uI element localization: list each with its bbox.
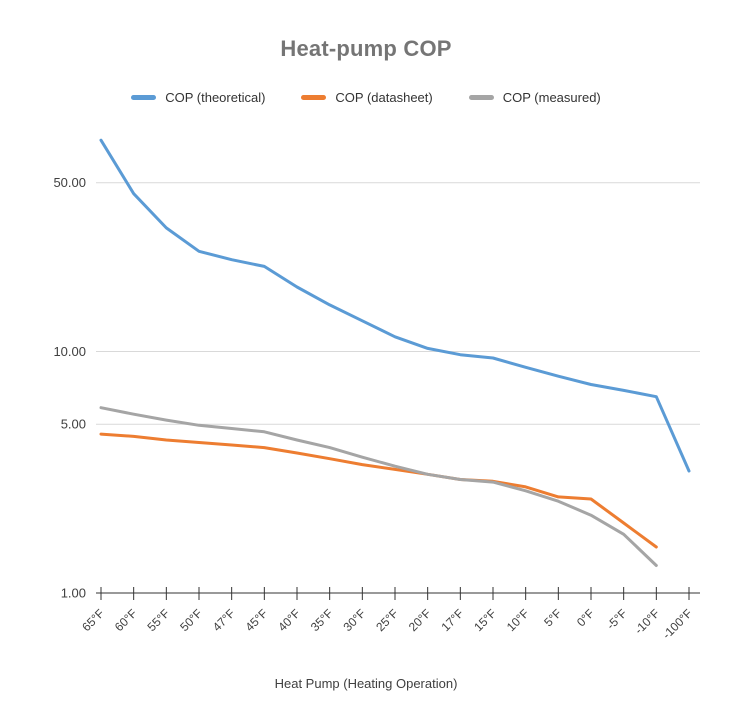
x-tick-label: 20°F (406, 606, 434, 634)
y-tick-label: 50.00 (53, 175, 86, 190)
x-tick-label: 17°F (439, 606, 467, 634)
legend-swatch (301, 95, 327, 100)
x-tick-label: 15°F (471, 606, 499, 634)
x-tick-label: 45°F (243, 606, 271, 634)
x-tick-label: 55°F (145, 606, 173, 634)
x-axis-title: Heat Pump (Heating Operation) (274, 676, 458, 691)
x-tick-label: 35°F (308, 606, 336, 634)
x-tick-label: 60°F (112, 606, 140, 634)
x-tick-label: 0°F (574, 606, 597, 629)
series-line (99, 432, 658, 549)
legend-swatch (131, 95, 157, 100)
y-tick-label: 5.00 (61, 417, 86, 432)
legend-label: COP (measured) (502, 90, 601, 105)
legend-item: COP (measured) (468, 90, 601, 105)
y-tick-label: 1.00 (61, 586, 86, 601)
legend-label: COP (theoretical) (165, 90, 266, 105)
x-tick-label: 40°F (275, 606, 303, 634)
x-tick-label: 10°F (504, 606, 532, 634)
legend-label: COP (datasheet) (335, 90, 433, 105)
x-tick-label: 50°F (177, 606, 205, 634)
series-line (99, 138, 691, 473)
x-tick-label: 65°F (79, 606, 107, 634)
y-tick-label: 10.00 (53, 344, 86, 359)
x-tick-label: -10°F (632, 606, 663, 637)
x-tick-label: 25°F (373, 606, 401, 634)
x-tick-label: -100°F (660, 606, 695, 641)
series-line (99, 406, 658, 567)
x-tick-label: 47°F (210, 606, 238, 634)
x-tick-label: -5°F (604, 606, 630, 632)
legend-item: COP (theoretical) (131, 90, 265, 105)
legend-item: COP (datasheet) (301, 90, 433, 105)
chart-legend: COP (theoretical) COP (datasheet) COP (mea… (0, 90, 732, 105)
legend-swatch (468, 95, 494, 100)
x-tick-label: 30°F (341, 606, 369, 634)
chart-title: Heat-pump COP (280, 36, 452, 61)
x-tick-label: 5°F (541, 606, 564, 629)
